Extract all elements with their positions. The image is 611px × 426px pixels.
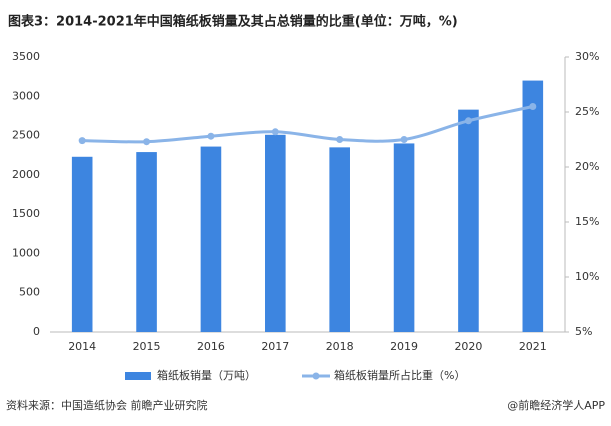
line-marker (336, 136, 344, 143)
line-marker (400, 136, 408, 143)
bar (329, 147, 350, 332)
y-tick-label: 0 (33, 325, 40, 338)
legend-label: 箱纸板销量所占比重（%） (334, 368, 465, 382)
y-tick-label: 1000 (12, 246, 40, 259)
legend-swatch (125, 372, 151, 380)
y-tick-label: 3000 (12, 89, 40, 102)
x-tick-label: 2018 (326, 340, 354, 353)
bar (458, 109, 479, 333)
bar (522, 80, 544, 332)
y2-tick-label: 5% (575, 325, 592, 338)
y2-tick-label: 15% (575, 215, 599, 228)
bar (393, 143, 415, 332)
credit: @前瞻经济学人APP (507, 398, 605, 412)
line-marker (143, 138, 151, 146)
x-tick-label: 2015 (133, 340, 161, 353)
line-marker (529, 103, 537, 110)
y2-tick-label: 30% (575, 50, 599, 63)
x-tick-label: 2019 (390, 340, 418, 353)
line-marker (464, 117, 472, 125)
bar (71, 156, 93, 332)
y2-tick-label: 20% (575, 160, 599, 173)
line-marker (271, 128, 279, 136)
x-tick-label: 2021 (519, 340, 547, 353)
y-tick-label: 500 (19, 286, 40, 299)
source: 资料来源：中国造纸协会 前瞻产业研究院 (6, 398, 208, 412)
y2-tick-label: 25% (575, 105, 599, 118)
y2-tick-label: 10% (575, 270, 599, 283)
y-tick-label: 3500 (12, 50, 40, 63)
line (82, 105, 534, 144)
y-tick-label: 2000 (12, 168, 40, 181)
legend-swatch (312, 372, 320, 380)
bar (265, 134, 286, 332)
y-tick-label: 2500 (12, 129, 40, 142)
chart-title: 图表3：2014-2021年中国箱纸板销量及其占总销量的比重(单位：万吨，%) (8, 14, 458, 30)
x-tick-label: 2017 (261, 340, 289, 353)
x-tick-label: 2020 (454, 340, 482, 353)
bar (200, 146, 222, 332)
y-tick-label: 1500 (12, 207, 40, 220)
legend-label: 箱纸板销量（万吨） (157, 368, 256, 382)
line-marker (207, 132, 215, 140)
bar (136, 152, 157, 332)
x-tick-label: 2014 (68, 340, 96, 353)
x-tick-label: 2016 (197, 340, 225, 353)
line-marker (78, 137, 86, 145)
